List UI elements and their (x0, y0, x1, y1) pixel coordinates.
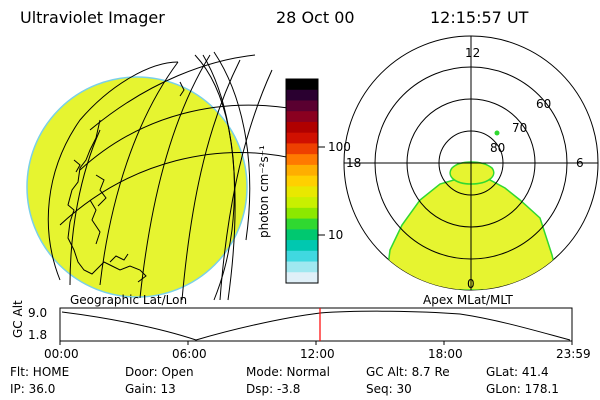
colorbar-swatch (286, 154, 318, 166)
colorbar (285, 78, 319, 284)
status-door: Door: Open (125, 365, 194, 379)
colorbar-swatch (286, 100, 318, 112)
colorbar-swatch (286, 89, 318, 102)
colorbar-swatch (286, 175, 318, 187)
status-glon: GLon: 178.1 (486, 382, 559, 396)
auroral-region (384, 174, 561, 290)
colorbar-tick-100: 100 (328, 140, 351, 154)
colorbar-swatch (286, 111, 318, 123)
colorbar-swatch (286, 132, 318, 145)
colorbar-swatch (286, 121, 318, 134)
colorbar-swatch (286, 164, 318, 177)
colorbar-swatch (286, 272, 318, 284)
lat-label-60: 60 (536, 97, 552, 111)
colorbar-swatch (286, 218, 318, 230)
status-glat: GLat: 41.4 (486, 365, 549, 379)
mlt-label-18: 18 (346, 156, 362, 170)
timeline-xtick-0600: 06:00 (172, 347, 207, 361)
status-ip: IP: 36.0 (10, 382, 56, 396)
gc-alt-timeline (59, 307, 573, 345)
colorbar-swatch (286, 207, 318, 220)
status-flt: Flt: HOME (10, 365, 70, 379)
apex-caption: Apex MLat/MLT (423, 293, 513, 307)
timeline-xtick-1800: 18:00 (428, 347, 463, 361)
colorbar-tick-10: 10 (328, 228, 344, 242)
date-label: 28 Oct 00 (276, 8, 355, 27)
time-label: 12:15:57 UT (430, 8, 529, 27)
colorbar-swatch (286, 79, 318, 91)
geographic-caption: Geographic Lat/Lon (70, 293, 188, 307)
colorbar-swatch (286, 261, 318, 273)
colorbar-swatch (286, 250, 318, 263)
timeline-xtick-2359: 23:59 (556, 347, 591, 361)
colorbar-border (285, 78, 319, 284)
mlt-label-6: 6 (576, 156, 584, 170)
colorbar-swatch (286, 186, 318, 198)
status-gc-alt: GC Alt: 8.7 Re (366, 365, 450, 379)
lat-label-80: 80 (490, 141, 506, 155)
lat-label-70: 70 (512, 121, 528, 135)
status-mode: Mode: Normal (246, 365, 330, 379)
instrument-title: Ultraviolet Imager (20, 8, 165, 27)
colorbar-swatch (286, 229, 318, 241)
colorbar-swatch (286, 197, 318, 209)
status-gain: Gain: 13 (125, 382, 176, 396)
colorbar-unit-label: photon cm⁻²s⁻¹ (257, 145, 271, 238)
colorbar-swatch (286, 240, 318, 252)
mlt-label-0: 0 (467, 277, 475, 291)
timeline-axis-label: GC Alt (11, 300, 25, 338)
status-seq: Seq: 30 (366, 382, 412, 396)
polar-plot (343, 35, 599, 291)
timeline-xtick-0000: 00:00 (44, 347, 79, 361)
timeline-ytick-1: 1.8 (28, 328, 48, 342)
coastline (67, 81, 185, 283)
mlt-label-12: 12 (465, 46, 481, 60)
mlt-meridians (344, 36, 598, 290)
status-dsp: Dsp: -3.8 (246, 382, 301, 396)
timeline-ytick-9: 9.0 (28, 306, 48, 320)
timeline-xtick-1200: 12:00 (300, 347, 335, 361)
colorbar-swatch (286, 143, 318, 155)
geographic-map (26, 51, 301, 301)
